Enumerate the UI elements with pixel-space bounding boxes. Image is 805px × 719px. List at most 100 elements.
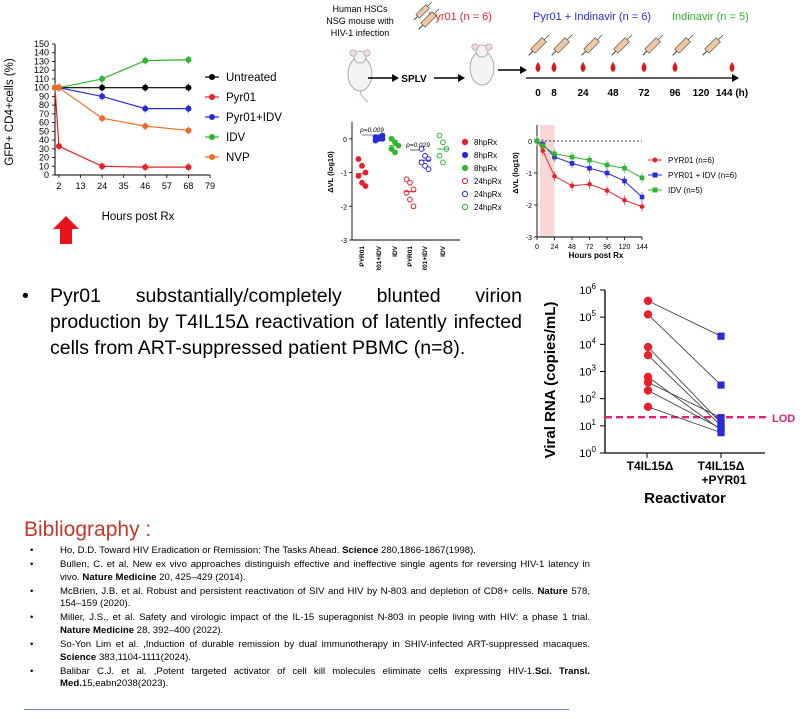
panel-c-series-line: [536, 140, 643, 208]
syringe-icon: [418, 8, 440, 30]
syringe-needle: [657, 34, 664, 41]
panel-a-y-tick-label: 70: [39, 109, 49, 119]
panel-b-legend-label: 8hpRx: [474, 164, 497, 173]
panel-a-y-tick-label: 110: [35, 74, 49, 84]
panel-a-point: [55, 143, 62, 150]
panel-a-series-line: [55, 59, 189, 89]
bibliography-citation: 280,1866-1867(1998).: [378, 545, 476, 556]
panel-c-point: [604, 170, 610, 176]
panel-a-point: [142, 105, 149, 112]
bibliography-text: Balibar C.J. et al. ,Potent targeted act…: [60, 665, 535, 677]
panel-c-legend-marker: [652, 172, 658, 178]
panel-d-point-before: [643, 351, 653, 360]
panel-d-point-after: [717, 414, 725, 422]
panel-c-point: [569, 161, 575, 166]
panel-c-point: [622, 165, 627, 171]
panel-c-point: [604, 162, 610, 168]
panel-b-axes: 0 -1 -2 -3 PYR01 PYR01+IDV IDV PYR01 PYR01+IDV ID…: [341, 122, 460, 270]
panel-b-category-label: PYR01+IDV: [422, 245, 429, 270]
bibliography-text: Ho, D.D. Toward HIV Eradication or Remis…: [60, 545, 343, 556]
panel-a-y-tick-label: 40: [39, 135, 49, 145]
syringe-icon: [413, 1, 433, 21]
blood-drop-icon: [610, 62, 616, 72]
panel-b-category-label: PYR01: [359, 246, 366, 267]
panel-c-point: [639, 175, 645, 181]
panel-b-category-label: PYR01+IDV: [376, 245, 383, 270]
panel-b-point: [410, 203, 417, 210]
red-up-arrow-icon: [53, 216, 79, 244]
panel-c-x-tick-label: 24: [551, 244, 559, 251]
panel-a-point: [99, 93, 106, 100]
panel-c-point: [639, 194, 645, 200]
panel-b-point: [440, 139, 446, 146]
panel-a-y-tick-label: 140: [34, 48, 49, 58]
panel-b-point: [403, 176, 410, 183]
panel-b-category-label: IDV: [440, 245, 447, 257]
bibliography-text: Miller, J.S., et al. Safety and virologi…: [60, 612, 590, 624]
syringe-needle: [687, 34, 694, 41]
panel-d-pair-line: [647, 354, 722, 427]
panel-b-point: [359, 179, 365, 186]
syringe-barrel: [530, 37, 547, 54]
bibliography-entry: • Ho, D.D. Toward HIV Eradication or Remi…: [30, 545, 590, 558]
panel-d-x-axis-label: Reactivator: [644, 490, 726, 507]
panel-d-point-before: [643, 378, 653, 387]
panel-b-legend-marker: [461, 164, 469, 172]
panel-a-point: [185, 84, 192, 91]
bibliography-entry: • McBrien, J.B. et al. Robust and persist…: [30, 586, 590, 611]
mouse-label-line-1: Human HSCs: [332, 4, 388, 14]
panel-d-category-2b: +PYR01: [701, 473, 746, 487]
mouse-label-line-3: HIV-1 infection: [331, 28, 390, 38]
timeline-arrow-icon: [732, 74, 739, 82]
panel-b-chart: 0 -1 -2 -3 PYR01 PYR01+IDV IDV PYR01 PYR01+IDV ID…: [326, 122, 502, 270]
panel-d-y-tick-label: 104: [579, 336, 596, 351]
panel-b-legend-label: 8hpRx: [474, 138, 497, 147]
syringe-barrel: [613, 37, 630, 54]
blood-drop-icons: [535, 62, 735, 72]
syringe-plunger: [702, 50, 708, 56]
mouse-label-line-2: NSG mouse with: [326, 16, 394, 26]
panel-a-x-tick-label: 24: [97, 181, 107, 191]
panel-b-point: [392, 149, 398, 156]
syringe-icon: [528, 34, 550, 56]
panel-a-y-tick-label: 10: [39, 161, 49, 171]
panel-b-point: [403, 189, 410, 196]
panel-a-point: [99, 163, 106, 170]
panel-a-legend-marker: [209, 114, 215, 120]
syringe-plunger: [581, 50, 587, 56]
panel-a-legend-label: IDV: [226, 132, 246, 144]
panel-c-point: [569, 154, 575, 160]
bibliography-citation: 15,eabn2038(2023).: [81, 678, 169, 690]
panel-d-marks: [643, 296, 725, 437]
panel-b-legend-marker: [461, 151, 469, 159]
panel-c-chart: 0-1-2-30 24 48 72 96 120 144 PYR01 (n=6)PYR01 …: [511, 125, 737, 260]
panel-a-series-line: [55, 87, 189, 110]
panel-c-point: [587, 181, 592, 187]
panel-b-y-tick-label: -1: [341, 171, 347, 178]
bibliography-bullet: •: [30, 559, 34, 571]
syringe-plunger: [418, 24, 424, 30]
syringe-needle: [626, 34, 633, 41]
panel-c-x-tick-label: 120: [619, 244, 631, 251]
panel-a-legend-marker: [209, 134, 215, 140]
bibliography-entry: • So-Yon Lim et al. ,Induction of durable…: [30, 639, 590, 664]
panel-c-x-tick-label: 48: [568, 244, 576, 251]
panel-a-point: [142, 164, 149, 171]
panel-b-legend-label: 8hpRx: [474, 151, 497, 160]
bibliography-text: McBrien, J.B. et al. Robust and persiste…: [60, 585, 538, 597]
lod-label: LOD: [772, 413, 795, 425]
bibliography-journal: Nature Medicine: [60, 625, 135, 637]
panel-c-point: [569, 183, 575, 189]
bibliography-journal: Nature: [537, 585, 568, 597]
panel-b-legend-marker: [461, 138, 469, 146]
panel-a-legend-marker: [209, 74, 215, 80]
timepoint-label: 0: [535, 88, 541, 99]
syringe-plunger: [528, 50, 534, 56]
panel-c-x-tick-label: 72: [586, 244, 594, 251]
panel-d-point-before: [643, 386, 653, 395]
panel-a-legend-label: Untreated: [226, 72, 277, 84]
timeline-labels: 0 8 24 48 72 96 120 144 (h): [535, 88, 748, 99]
group-idv-label: Indinavir (n = 5): [672, 11, 749, 23]
